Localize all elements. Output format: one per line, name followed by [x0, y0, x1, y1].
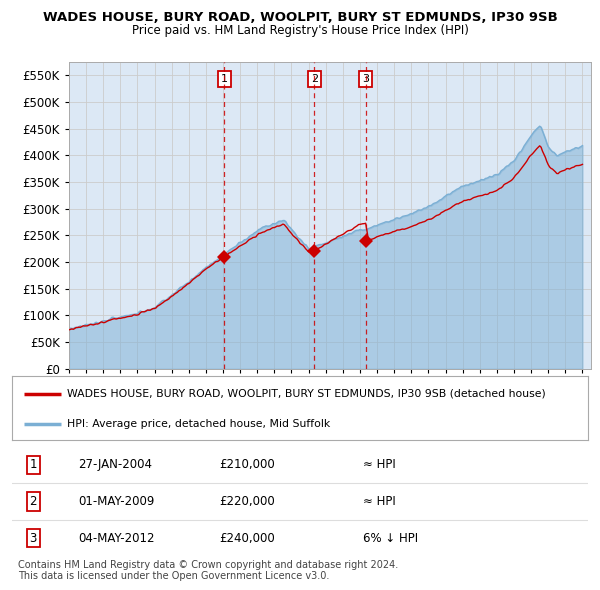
- Text: ≈ HPI: ≈ HPI: [364, 495, 396, 508]
- Text: 1: 1: [221, 74, 228, 84]
- Text: 01-MAY-2009: 01-MAY-2009: [78, 495, 155, 508]
- Text: Price paid vs. HM Land Registry's House Price Index (HPI): Price paid vs. HM Land Registry's House …: [131, 24, 469, 37]
- Text: 27-JAN-2004: 27-JAN-2004: [78, 458, 152, 471]
- Text: This data is licensed under the Open Government Licence v3.0.: This data is licensed under the Open Gov…: [18, 571, 329, 581]
- Text: £240,000: £240,000: [220, 532, 275, 545]
- Text: 6% ↓ HPI: 6% ↓ HPI: [364, 532, 418, 545]
- Text: ≈ HPI: ≈ HPI: [364, 458, 396, 471]
- Text: £220,000: £220,000: [220, 495, 275, 508]
- Text: 3: 3: [29, 532, 37, 545]
- Text: Contains HM Land Registry data © Crown copyright and database right 2024.: Contains HM Land Registry data © Crown c…: [18, 560, 398, 571]
- Text: £210,000: £210,000: [220, 458, 275, 471]
- Text: 2: 2: [311, 74, 318, 84]
- Text: WADES HOUSE, BURY ROAD, WOOLPIT, BURY ST EDMUNDS, IP30 9SB: WADES HOUSE, BURY ROAD, WOOLPIT, BURY ST…: [43, 11, 557, 24]
- Text: HPI: Average price, detached house, Mid Suffolk: HPI: Average price, detached house, Mid …: [67, 419, 330, 428]
- Text: 04-MAY-2012: 04-MAY-2012: [78, 532, 155, 545]
- Text: 2: 2: [29, 495, 37, 508]
- Text: 3: 3: [362, 74, 369, 84]
- Text: WADES HOUSE, BURY ROAD, WOOLPIT, BURY ST EDMUNDS, IP30 9SB (detached house): WADES HOUSE, BURY ROAD, WOOLPIT, BURY ST…: [67, 389, 545, 399]
- Text: 1: 1: [29, 458, 37, 471]
